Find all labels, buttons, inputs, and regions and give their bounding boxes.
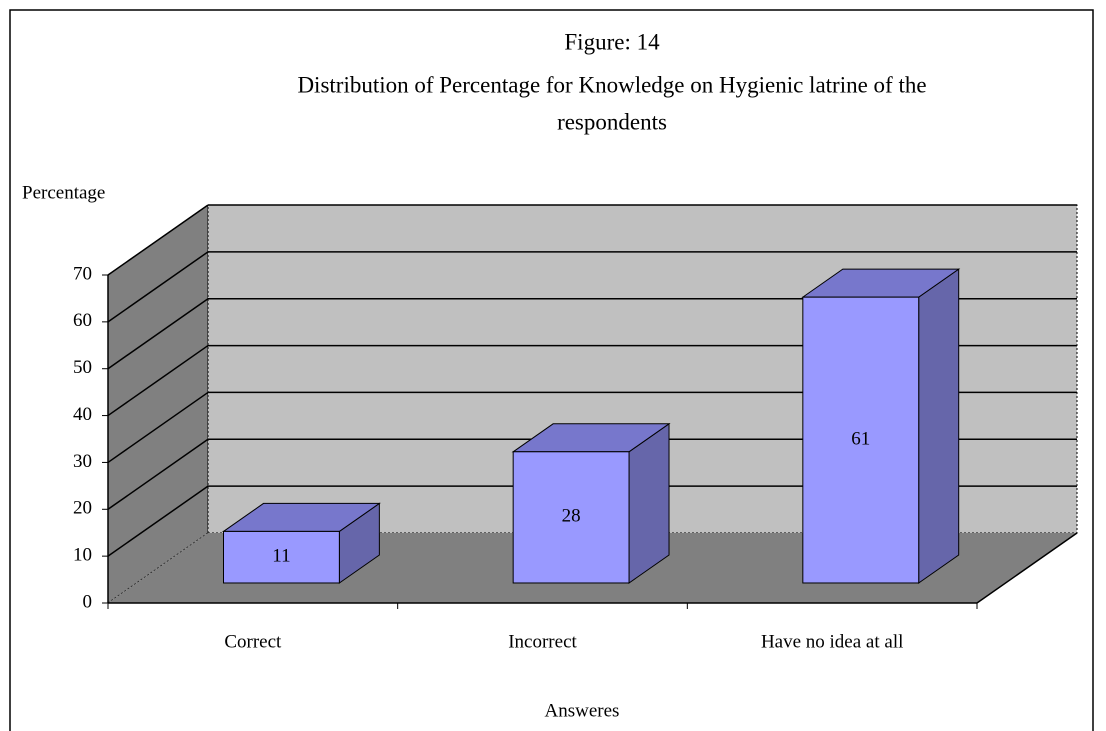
grid-line bbox=[107, 298, 209, 370]
bar bbox=[223, 530, 340, 584]
x-tick-label: Have no idea at all bbox=[761, 631, 903, 652]
bar bbox=[512, 451, 630, 584]
y-tick-label: 60 bbox=[73, 310, 92, 331]
x-axis-label: Answeres bbox=[545, 700, 620, 721]
chart-title: respondents bbox=[557, 109, 667, 134]
y-axis-label: Percentage bbox=[22, 182, 105, 203]
data-label: 61 bbox=[851, 428, 870, 449]
grid-line bbox=[107, 391, 209, 464]
grid-line bbox=[107, 204, 209, 276]
grid-line bbox=[107, 485, 209, 557]
grid-line bbox=[107, 438, 209, 510]
bar bbox=[802, 296, 920, 584]
grid-line bbox=[107, 344, 209, 417]
grid-line bbox=[107, 251, 209, 323]
y-tick-label: 30 bbox=[73, 451, 92, 472]
data-label: 11 bbox=[272, 546, 290, 567]
y-tick-label: 70 bbox=[73, 263, 92, 284]
bar-side bbox=[918, 268, 960, 584]
chart-title: Distribution of Percentage for Knowledge… bbox=[297, 72, 926, 97]
data-label: 28 bbox=[562, 506, 581, 527]
y-tick-label: 50 bbox=[73, 357, 92, 378]
y-tick-label: 20 bbox=[73, 498, 92, 519]
y-tick-label: 0 bbox=[83, 591, 93, 612]
chart-border bbox=[9, 9, 1094, 731]
y-tick-label: 10 bbox=[73, 545, 92, 566]
x-tick-label: Incorrect bbox=[508, 631, 577, 652]
x-tick-label: Correct bbox=[224, 631, 282, 652]
chart-title: Figure: 14 bbox=[564, 29, 660, 54]
y-tick-label: 40 bbox=[73, 404, 92, 425]
